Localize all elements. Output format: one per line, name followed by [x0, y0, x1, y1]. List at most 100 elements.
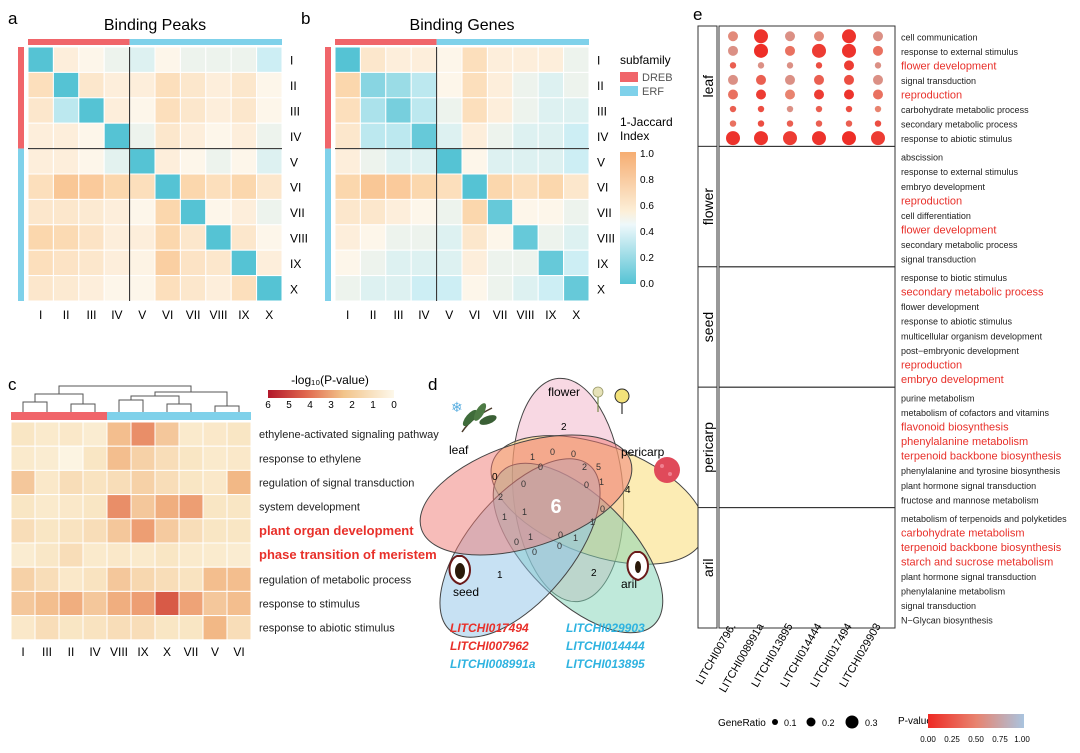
pericarp-icon — [654, 457, 680, 483]
heat-cell — [256, 97, 283, 124]
heat-cell — [78, 46, 105, 73]
heat-cell — [512, 198, 539, 226]
heat-cell — [58, 469, 84, 496]
term-label: response to biotic stimulus — [901, 273, 1008, 283]
generatio-dot-0 — [772, 719, 778, 725]
term-label: metabolism of cofactors and vitamins — [901, 408, 1050, 418]
heat-cell — [537, 148, 565, 175]
col-label: X — [163, 645, 171, 659]
heat-cell — [78, 122, 105, 150]
legend-erf-label: ERF — [642, 86, 664, 98]
enrichment-dot — [785, 45, 795, 56]
heat-cell — [202, 421, 228, 447]
venn-region-count: 0 — [532, 547, 537, 557]
heat-cell — [10, 445, 36, 471]
heat-cell — [27, 173, 54, 200]
c-colorbar — [268, 390, 394, 398]
heat-cell — [34, 590, 60, 617]
enrichment-dot — [728, 74, 738, 85]
enrichment-dot — [815, 120, 823, 127]
jaccard-scale-title-1: 1-Jaccard — [620, 115, 673, 129]
heat-cell — [10, 494, 36, 520]
row-label: X — [597, 282, 605, 296]
col-label: IV — [89, 645, 100, 659]
heat-cell — [179, 173, 207, 200]
heat-cell — [385, 122, 412, 150]
heat-cell — [563, 275, 590, 302]
heat-cell — [106, 445, 132, 471]
c-tick-0: 6 — [265, 400, 271, 411]
heat-cell — [154, 590, 180, 617]
heat-cell — [34, 615, 60, 641]
heat-cell — [334, 97, 361, 124]
heat-cell — [52, 122, 80, 150]
heat-cell — [130, 469, 156, 496]
legend-dreb-label: DREB — [642, 72, 673, 84]
row-label: IX — [597, 257, 608, 271]
row-label: I — [290, 54, 293, 68]
venn-region-count: 1 — [502, 512, 507, 522]
heat-cell — [129, 148, 156, 175]
heat-cell — [78, 249, 105, 277]
heat-cell — [52, 148, 80, 175]
row-label: V — [597, 155, 605, 169]
strip-label-flower: flower — [700, 188, 716, 226]
c-tick-3: 3 — [328, 400, 334, 411]
heat-cell — [359, 198, 387, 226]
c-tick-4: 2 — [349, 400, 355, 411]
venn-label-seed: seed — [453, 585, 479, 599]
heat-cell — [52, 173, 80, 200]
heat-cell — [563, 46, 590, 73]
heat-cell — [410, 249, 438, 277]
strip-aril — [697, 507, 718, 629]
heat-cell — [436, 97, 463, 124]
venn-region-count: 0 — [571, 449, 576, 459]
venn-label-flower: flower — [548, 385, 580, 399]
heat-cell — [410, 122, 438, 150]
heat-cell — [486, 224, 514, 251]
heat-cell — [226, 445, 252, 471]
row-label: VI — [290, 181, 301, 195]
heat-cell — [563, 249, 590, 277]
term-label: flower development — [901, 302, 980, 312]
heat-cell — [486, 71, 514, 99]
heat-cell — [130, 566, 156, 592]
heat-cell — [129, 173, 156, 200]
enrichment-dot — [785, 74, 795, 85]
heat-cell — [512, 46, 539, 73]
enrichment-dot — [845, 120, 853, 127]
jaccard-tick-1: 0.8 — [640, 175, 654, 186]
venn-set-leaf — [419, 434, 633, 556]
term-label: flower development — [901, 60, 996, 72]
heat-cell — [58, 542, 84, 568]
gene-id-left-1: LITCHI007962 — [450, 639, 529, 653]
heat-cell — [205, 275, 232, 302]
heat-cell — [226, 518, 252, 544]
heat-cell — [359, 122, 387, 150]
heat-cell — [82, 421, 108, 447]
heat-cell — [10, 615, 36, 641]
venn-region-count: 0 — [538, 462, 543, 472]
heat-cell — [10, 590, 36, 617]
heat-cell — [230, 122, 258, 150]
heat-cell — [226, 590, 252, 617]
heat-cell — [178, 518, 204, 544]
heat-cell — [27, 71, 54, 99]
heat-cell — [129, 224, 156, 251]
heat-cell — [512, 173, 539, 200]
c-erf-bar — [107, 412, 251, 420]
panel-letter-c: c — [8, 375, 17, 394]
leaf-icon: ❄ — [451, 399, 497, 433]
col-label: III — [393, 308, 403, 322]
heat-cell — [334, 224, 361, 251]
generatio-tick-0: 0.1 — [784, 718, 797, 728]
heat-cell — [486, 198, 514, 226]
heat-cell — [205, 148, 232, 175]
venn-region-count: 0 — [600, 504, 605, 514]
enrichment-dot — [728, 89, 738, 100]
enrichment-dot — [729, 105, 737, 113]
heat-cell — [230, 97, 258, 124]
enrichment-dot — [842, 43, 856, 58]
heat-cell — [154, 71, 181, 99]
heat-cell — [410, 275, 438, 302]
